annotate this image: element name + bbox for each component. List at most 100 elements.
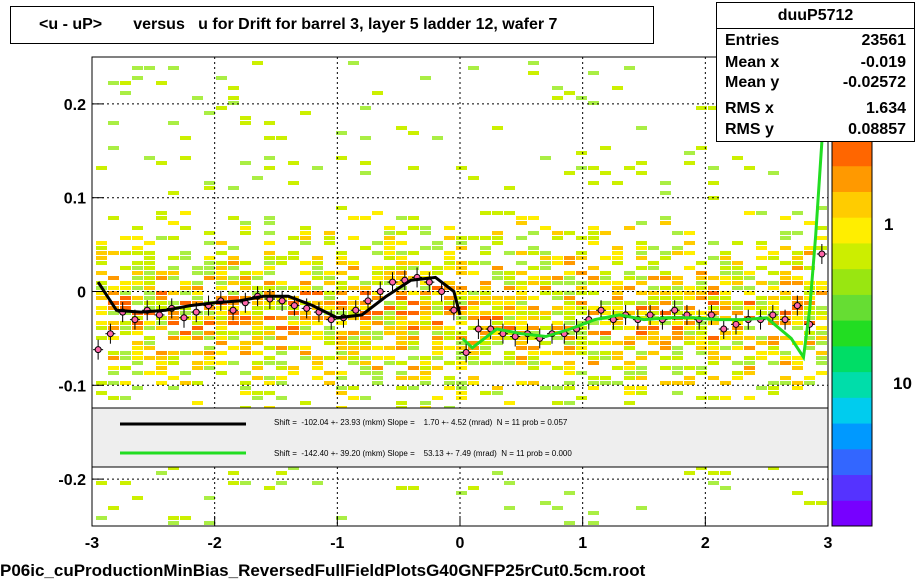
heatmap-cell	[168, 191, 179, 195]
heatmap-cell	[144, 241, 155, 245]
heatmap-cell	[732, 311, 743, 315]
heatmap-cell	[168, 271, 179, 275]
heatmap-cell	[648, 326, 659, 330]
chart-title-box: <u - uP> versus u for Drift for barrel 3…	[10, 6, 654, 44]
heatmap-cell	[192, 366, 203, 370]
heatmap-cell	[504, 401, 515, 405]
heatmap-cell	[288, 286, 299, 290]
heatmap-cell	[648, 246, 659, 250]
heatmap-cell	[456, 386, 467, 390]
heatmap-cell	[156, 236, 167, 240]
heatmap-cell	[432, 341, 443, 345]
stats-row-rms-y: RMS y 0.08857	[725, 121, 906, 143]
heatmap-cell	[540, 226, 551, 230]
heatmap-cell	[324, 371, 335, 375]
heatmap-cell	[456, 316, 467, 320]
y-tick-label: -0.2	[58, 472, 86, 489]
profile-point	[781, 316, 789, 324]
heatmap-cell	[588, 511, 599, 515]
heatmap-cell	[132, 386, 143, 390]
heatmap-cell	[276, 326, 287, 330]
heatmap-cell	[420, 366, 431, 370]
heatmap-cell	[396, 316, 407, 320]
heatmap-cell	[540, 291, 551, 295]
heatmap-cell	[516, 221, 527, 225]
heatmap-cell	[576, 96, 587, 100]
heatmap-cell	[540, 266, 551, 270]
heatmap-cell	[348, 61, 359, 65]
colorbar-label: 10	[893, 374, 912, 393]
heatmap-cell	[216, 351, 227, 355]
heatmap-cell	[312, 256, 323, 260]
heatmap-cell	[300, 346, 311, 350]
heatmap-cell	[744, 346, 755, 350]
heatmap-cell	[624, 386, 635, 390]
heatmap-cell	[432, 331, 443, 335]
heatmap-cell	[108, 81, 119, 85]
heatmap-cell	[816, 311, 827, 315]
heatmap-cell	[120, 321, 131, 325]
heatmap-cell	[756, 306, 767, 310]
heatmap-cell	[420, 316, 431, 320]
heatmap-cell	[684, 321, 695, 325]
fit-curve-black	[96, 275, 462, 320]
heatmap-cell	[132, 251, 143, 255]
heatmap-cell	[624, 361, 635, 365]
heatmap-cell	[504, 186, 515, 190]
heatmap-cell	[360, 396, 371, 400]
heatmap-cell	[600, 311, 611, 315]
heatmap-cell	[444, 301, 455, 305]
heatmap-cell	[744, 291, 755, 295]
heatmap-cell	[276, 316, 287, 320]
heatmap-cell	[300, 286, 311, 290]
heatmap-cell	[300, 271, 311, 275]
profile-point	[450, 306, 458, 314]
heatmap-cell	[456, 306, 467, 310]
heatmap-cell	[204, 111, 215, 115]
heatmap-cell	[420, 376, 431, 380]
heatmap-cell	[672, 246, 683, 250]
heatmap-cell	[624, 366, 635, 370]
heatmap-cell	[564, 301, 575, 305]
heatmap-cell	[228, 186, 239, 190]
heatmap-cell	[564, 316, 575, 320]
heatmap-cell	[792, 231, 803, 235]
heatmap-cell	[288, 466, 299, 470]
heatmap-cell	[132, 66, 143, 70]
heatmap-cell	[528, 251, 539, 255]
heatmap-cell	[480, 236, 491, 240]
heatmap-cell	[636, 331, 647, 335]
heatmap-cell	[432, 291, 443, 295]
heatmap-cell	[108, 326, 119, 330]
heatmap-cell	[240, 116, 251, 120]
heatmap-cell	[444, 361, 455, 365]
heatmap-cell	[672, 356, 683, 360]
heatmap-cell	[204, 266, 215, 270]
heatmap-cell	[252, 376, 263, 380]
heatmap-cell	[612, 301, 623, 305]
heatmap-cell	[672, 251, 683, 255]
heatmap-cell	[612, 321, 623, 325]
heatmap-cell	[648, 351, 659, 355]
heatmap-cell	[396, 386, 407, 390]
heatmap-cell	[168, 331, 179, 335]
heatmap-cell	[168, 316, 179, 320]
heatmap-cell	[636, 366, 647, 370]
heatmap-cell	[156, 296, 167, 300]
heatmap-cell	[276, 346, 287, 350]
heatmap-cell	[156, 316, 167, 320]
heatmap-cell	[576, 351, 587, 355]
heatmap-cell	[300, 326, 311, 330]
heatmap-cell	[780, 336, 791, 340]
heatmap-cell	[588, 231, 599, 235]
heatmap-cell	[348, 276, 359, 280]
heatmap-cell	[288, 311, 299, 315]
heatmap-cell	[588, 291, 599, 295]
heatmap-cell	[756, 311, 767, 315]
heatmap-cell	[744, 301, 755, 305]
heatmap-cell	[684, 291, 695, 295]
heatmap-cell	[708, 336, 719, 340]
heatmap-cell	[792, 266, 803, 270]
heatmap-cell	[588, 321, 599, 325]
colorbar-segment	[832, 423, 872, 450]
